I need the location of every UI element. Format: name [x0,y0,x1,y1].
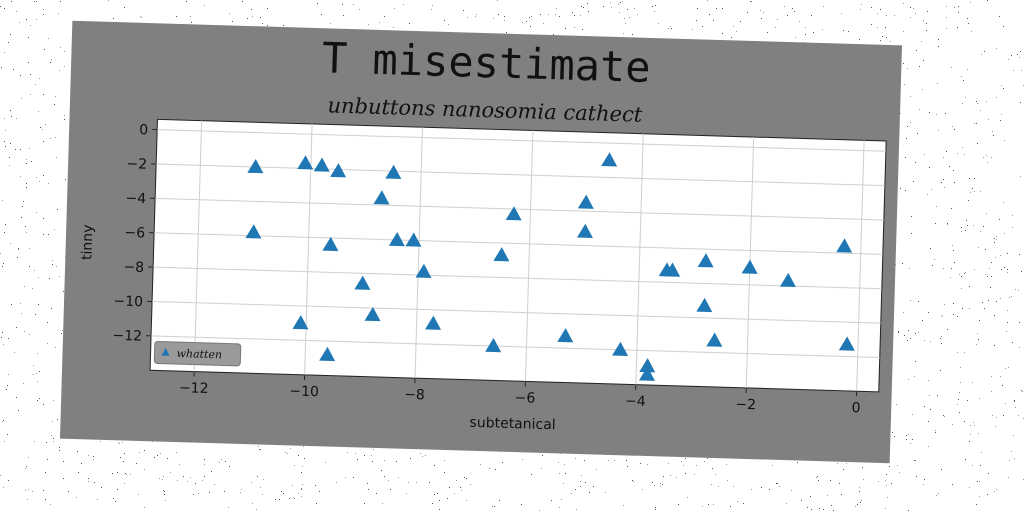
y-axis-label: tinny [79,224,96,260]
x-tick-label: −10 [289,383,319,400]
data-point [557,328,574,343]
x-tick-label: −8 [404,387,425,404]
legend-box [153,340,242,367]
data-point [313,157,330,172]
data-point [505,206,522,221]
data-point [696,297,713,313]
data-point [664,262,681,277]
y-grid-line [157,129,886,152]
data-point [485,338,502,353]
data-point [364,306,381,322]
data-point [425,315,442,330]
x-grid-line [856,140,865,392]
chart-subtitle: unbuttons nanosomia cathect [327,93,643,126]
data-point [297,155,314,170]
y-grid-line [155,197,884,221]
x-tick-label: −6 [514,390,535,407]
data-point [247,158,264,174]
y-grid-line [156,163,885,187]
x-grid-line [193,120,203,372]
data-point [322,236,339,252]
data-point [697,253,714,268]
y-tick-label: −8 [123,259,144,276]
plot-area [149,118,887,393]
data-point [838,336,855,351]
data-point [292,315,309,330]
y-tick-label: −4 [125,191,146,208]
data-point [741,259,758,274]
y-tick-label: −2 [126,156,147,173]
data-point [319,346,336,362]
data-point [373,190,390,205]
legend: whatten [153,340,242,367]
data-point [639,366,656,381]
data-point [405,232,422,247]
scatter-chart: T misestimate unbuttons nanosomia cathec… [79,33,887,434]
x-grid-line [635,133,644,385]
data-point [836,238,853,253]
chart-title: T misestimate [321,33,651,92]
x-tick-label: −12 [179,380,209,397]
y-grid-line [153,266,882,290]
x-tick-label: −2 [735,397,756,414]
data-point [706,332,723,347]
data-point [639,358,656,373]
y-tick-label: −12 [112,328,142,345]
data-point [354,275,371,290]
x-tick-label: −4 [625,393,646,410]
x-grid-line [524,130,534,382]
data-point [601,152,618,167]
data-point [388,231,405,247]
y-tick-label: −6 [124,225,145,242]
grid-lines [151,120,886,392]
data-point [385,164,402,180]
data-point [779,272,796,288]
data-point [330,163,347,178]
y-grid-line [151,335,880,358]
chart-figure: T misestimate unbuttons nanosomia cathec… [59,20,903,464]
data-point [245,224,262,239]
y-tick-label: 0 [139,122,148,138]
data-point [415,263,432,278]
data-point [577,194,594,209]
x-tick-label: 0 [851,400,860,416]
y-grid-line [154,232,883,255]
y-grid-line [152,301,881,324]
data-point [612,341,629,357]
legend-entry: whatten [176,347,222,361]
x-axis-label: subtetanical [469,415,556,434]
data-points [245,152,855,381]
data-point [576,223,593,239]
axis-ticks: −12 −10 −8 −6 −4 −2 0 0 −2 −4 −6 −8 −10 −12 [112,122,861,416]
x-grid-line [414,127,423,379]
data-point [493,247,510,262]
y-tick-label: −10 [113,293,143,310]
legend-marker [161,347,170,356]
